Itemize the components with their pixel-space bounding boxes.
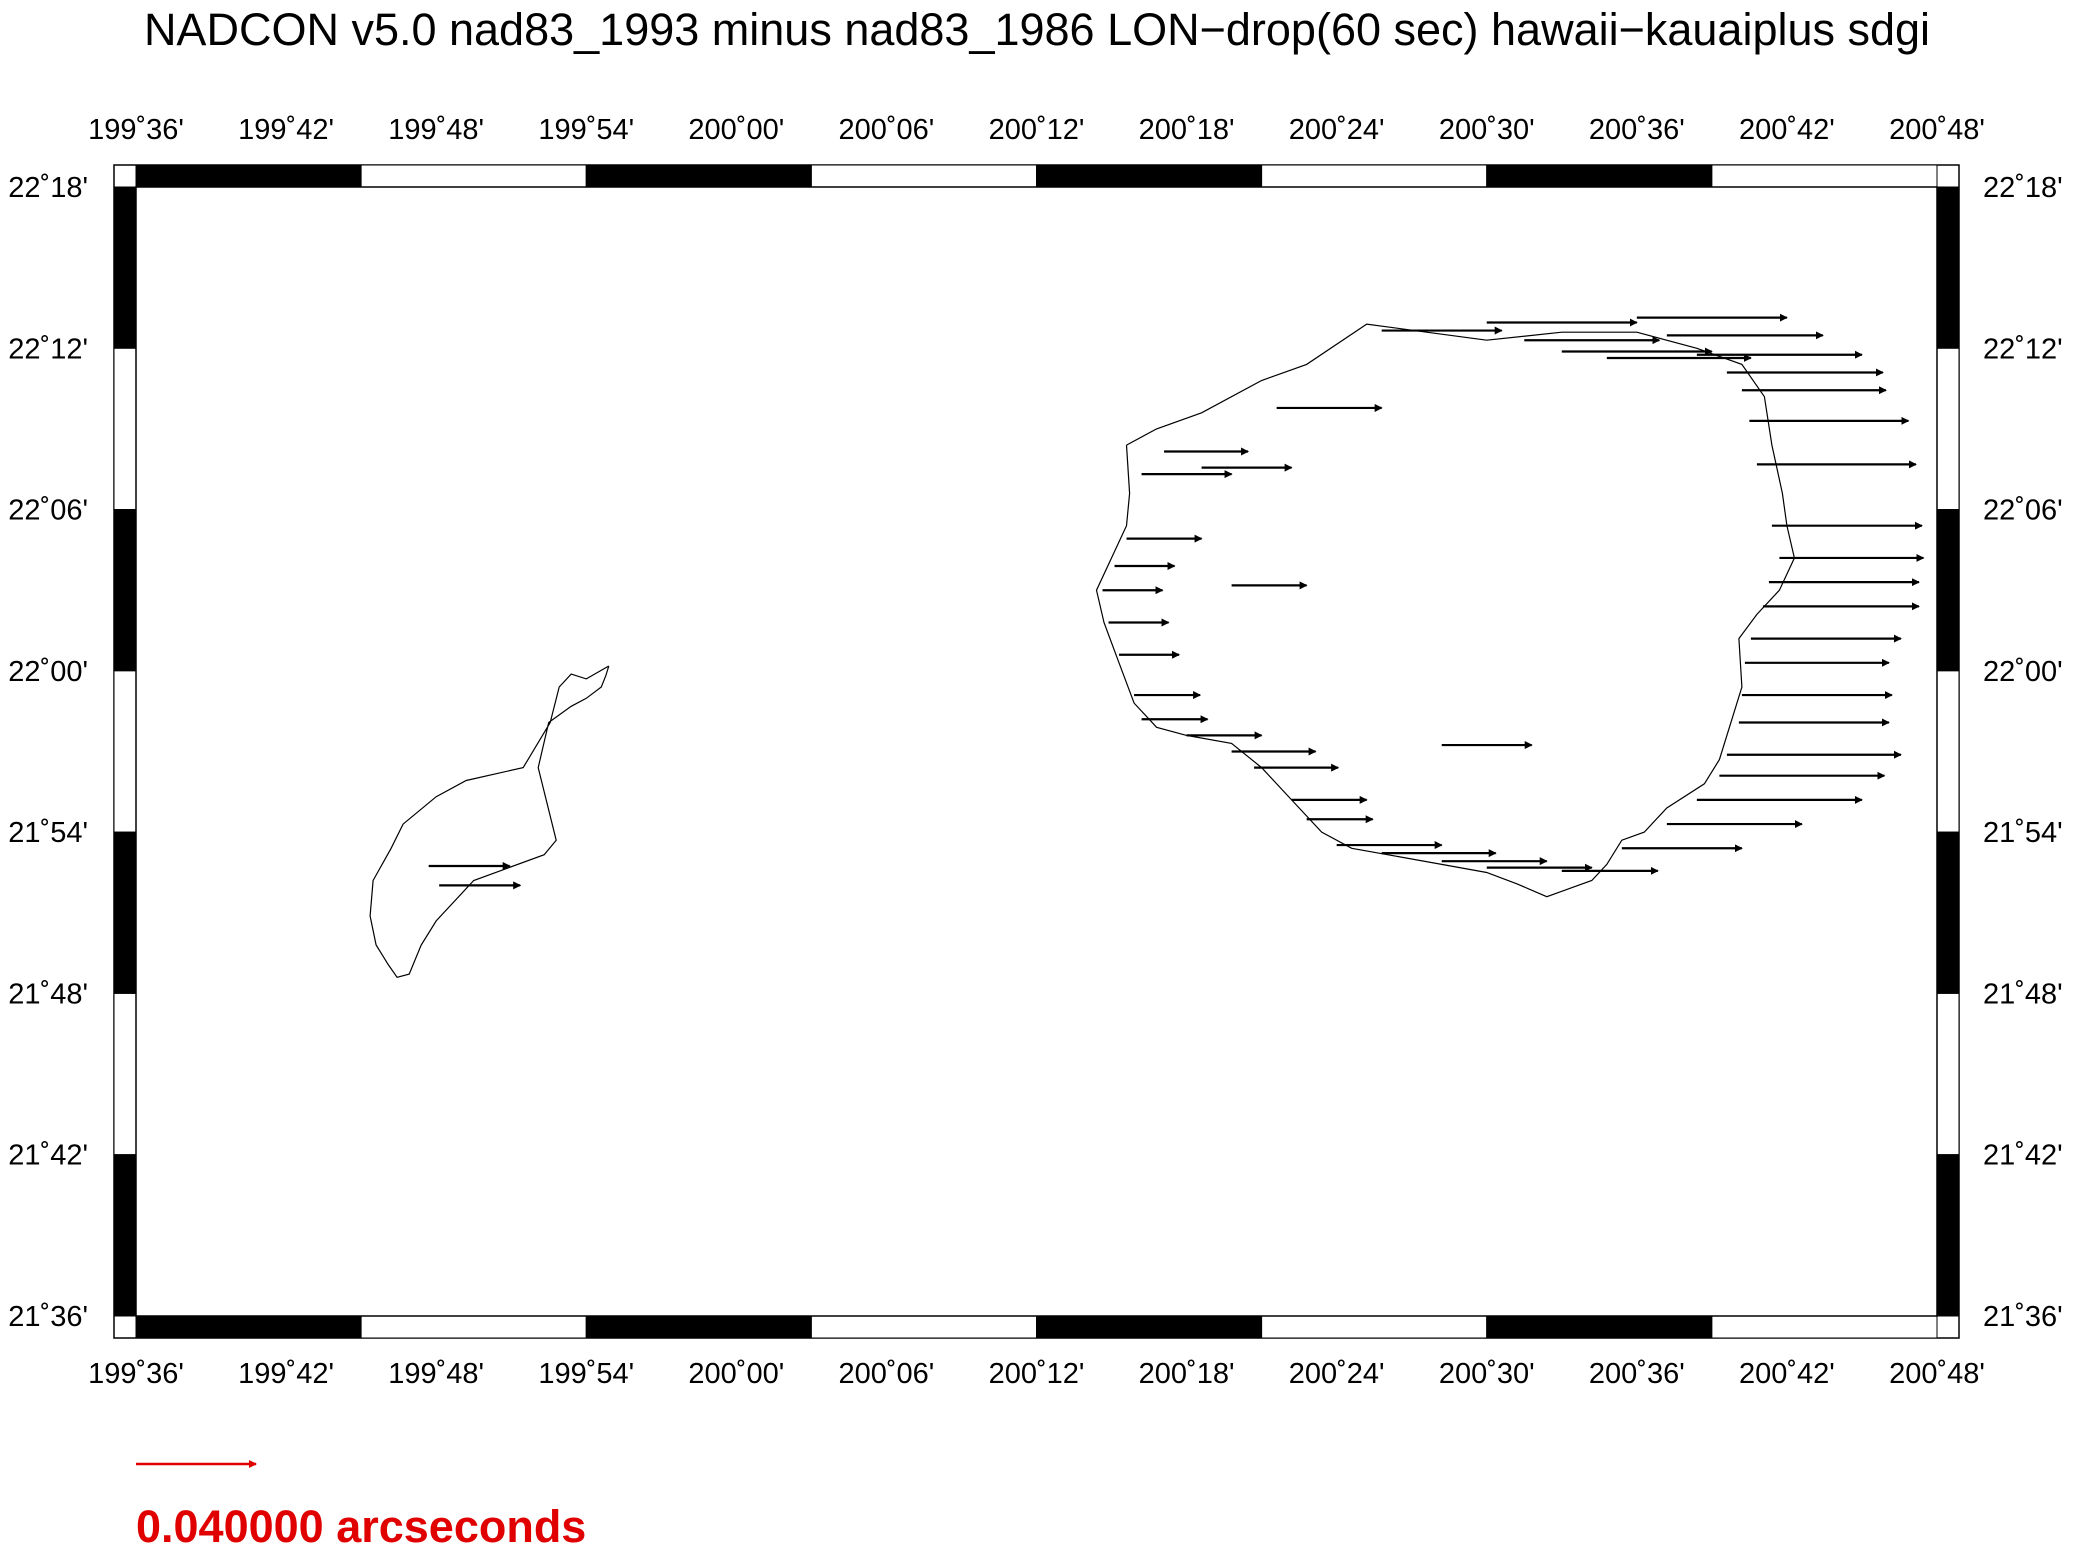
longitude-tick-label: 200˚48': [1889, 1358, 1985, 1390]
latitude-tick-label: 22˚00': [1983, 656, 2063, 688]
map-area: [135, 186, 1938, 1317]
longitude-tick-label: 200˚12': [989, 114, 1085, 146]
frame-segment-bottom: [360, 1315, 587, 1339]
longitude-tick-label: 200˚30': [1439, 1358, 1535, 1390]
frame-segment-top: [1711, 164, 1938, 188]
longitude-tick-label: 200˚36': [1589, 114, 1685, 146]
latitude-tick-label: 22˚18': [8, 172, 88, 204]
longitude-tick-label: 200˚18': [1139, 1358, 1235, 1390]
frame-segment-bottom: [810, 1315, 1037, 1339]
frame-segment-bottom: [1036, 1315, 1263, 1339]
frame-segment-top: [810, 164, 1037, 188]
longitude-tick-label: 200˚42': [1739, 1358, 1835, 1390]
latitude-labels-right: 22˚18' 22˚12' 22˚06' 22˚00' 21˚54' 21˚48' 21˚4…: [1983, 172, 2063, 1333]
frame-segment-left: [113, 186, 137, 349]
frame-segment-top: [1036, 164, 1263, 188]
longitude-tick-label: 199˚48': [388, 1358, 484, 1390]
frame-segment-top: [360, 164, 587, 188]
longitude-tick-label: 200˚06': [838, 1358, 934, 1390]
frame-segment-left: [113, 992, 137, 1156]
longitude-tick-label: 199˚48': [388, 114, 484, 146]
frame-segment-left: [113, 347, 137, 511]
frame-segment-right: [1936, 186, 1960, 349]
latitude-tick-label: 22˚12': [8, 333, 88, 365]
longitude-tick-label: 200˚18': [1139, 114, 1235, 146]
longitude-tick-label: 199˚42': [238, 114, 334, 146]
longitude-tick-label: 200˚06': [838, 114, 934, 146]
longitude-tick-label: 200˚00': [688, 1358, 784, 1390]
coastlines: [369, 323, 1796, 978]
frame-segment-right: [1936, 831, 1960, 994]
longitude-tick-label: 200˚24': [1289, 114, 1385, 146]
frame-segment-right: [1936, 670, 1960, 833]
map-frame: [113, 164, 1960, 1339]
frame-segment-right: [1936, 509, 1960, 672]
frame-segment-left: [113, 1154, 137, 1317]
frame-segment-left: [113, 831, 137, 994]
longitude-tick-label: 199˚36': [88, 1358, 184, 1390]
frame-segment-top: [1486, 164, 1713, 188]
longitude-tick-label: 200˚42': [1739, 114, 1835, 146]
latitude-labels-left: 22˚18' 22˚12' 22˚06' 22˚00' 21˚54' 21˚48' 21˚4…: [8, 172, 88, 1333]
legend-scale-label: 0.040000 arcseconds: [136, 1501, 586, 1545]
latitude-tick-label: 22˚06': [8, 495, 88, 527]
latitude-tick-label: 21˚42': [8, 1140, 88, 1172]
scale-legend: 0.040000 arcseconds: [136, 1460, 586, 1545]
frame-segment-right: [1936, 347, 1960, 511]
latitude-tick-label: 21˚48': [1983, 978, 2063, 1010]
longitude-labels-top: 199˚36' 199˚42' 199˚48' 199˚54' 200˚00' 200˚0…: [88, 114, 1985, 146]
map-title: NADCON v5.0 nad83_1993 minus nad83_1986 …: [144, 4, 1930, 55]
longitude-tick-label: 200˚30': [1439, 114, 1535, 146]
longitude-tick-label: 200˚36': [1589, 1358, 1685, 1390]
frame-segment-right: [1936, 992, 1960, 1156]
latitude-tick-label: 21˚54': [1983, 817, 2063, 849]
frame-segment-bottom: [135, 1315, 362, 1339]
latitude-tick-label: 22˚00': [8, 656, 88, 688]
frame-segment-bottom: [1711, 1315, 1938, 1339]
frame-segment-bottom: [1486, 1315, 1713, 1339]
coastline-niihau: [369, 665, 610, 978]
longitude-tick-label: 200˚24': [1289, 1358, 1385, 1390]
latitude-tick-label: 22˚06': [1983, 495, 2063, 527]
latitude-tick-label: 21˚36': [8, 1301, 88, 1333]
longitude-tick-label: 199˚36': [88, 114, 184, 146]
frame-segment-left: [113, 509, 137, 672]
frame-segment-top: [585, 164, 812, 188]
latitude-tick-label: 22˚12': [1983, 333, 2063, 365]
longitude-tick-label: 199˚54': [538, 114, 634, 146]
latitude-tick-label: 21˚48': [8, 978, 88, 1010]
latitude-tick-label: 22˚18': [1983, 172, 2063, 204]
frame-segment-top: [135, 164, 362, 188]
frame-segment-bottom: [585, 1315, 812, 1339]
longitude-tick-label: 199˚42': [238, 1358, 334, 1390]
frame-segment-right: [1936, 1154, 1960, 1317]
displacement-vectors: [428, 313, 1925, 890]
coastline-kauai: [1095, 323, 1796, 898]
frame-segment-top: [1261, 164, 1488, 188]
frame-segment-left: [113, 670, 137, 833]
longitude-tick-label: 200˚12': [989, 1358, 1085, 1390]
longitude-labels-bottom: 199˚36' 199˚42' 199˚48' 199˚54' 200˚00' 200˚0…: [88, 1358, 1985, 1390]
longitude-tick-label: 200˚00': [688, 114, 784, 146]
longitude-tick-label: 200˚48': [1889, 114, 1985, 146]
latitude-tick-label: 21˚36': [1983, 1301, 2063, 1333]
frame-segment-bottom: [1261, 1315, 1488, 1339]
longitude-tick-label: 199˚54': [538, 1358, 634, 1390]
latitude-tick-label: 21˚54': [8, 817, 88, 849]
latitude-tick-label: 21˚42': [1983, 1140, 2063, 1172]
